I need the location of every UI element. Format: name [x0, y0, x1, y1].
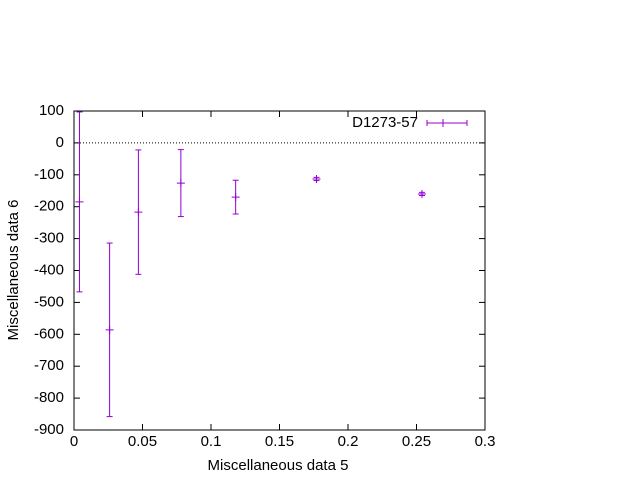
- x-tick-label: 0.2: [338, 433, 359, 450]
- x-tick-label: 0: [70, 433, 78, 450]
- point: [231, 193, 240, 202]
- plot-border: [73, 110, 486, 431]
- y-tick-label: -200: [34, 198, 64, 215]
- y-tick-label: -900: [34, 421, 64, 438]
- y-tick-label: -100: [34, 166, 64, 183]
- x-tick-label: 0.1: [201, 433, 222, 450]
- x-axis-label: Miscellaneous data 5: [208, 457, 349, 474]
- point: [417, 189, 426, 198]
- x-tick-label: 0.3: [475, 433, 496, 450]
- point: [312, 174, 321, 183]
- y-tick-label: -500: [34, 293, 64, 310]
- point: [176, 179, 185, 188]
- y-tick-label: -600: [34, 325, 64, 342]
- point: [134, 208, 143, 217]
- point: [75, 197, 84, 206]
- y-tick-label: -700: [34, 357, 64, 374]
- point: [105, 325, 114, 334]
- x-tick-label: 0.05: [128, 433, 157, 450]
- x-tick-label: 0.15: [265, 433, 294, 450]
- y-tick-label: 100: [39, 102, 64, 119]
- y-tick-label: -300: [34, 230, 64, 247]
- y-tick-label: -800: [34, 389, 64, 406]
- y-tick-label: -400: [34, 261, 64, 278]
- y-tick-label: 0: [56, 134, 64, 151]
- x-tick-label: 0.25: [402, 433, 431, 450]
- y-axis-label: Miscellaneous data 6: [5, 200, 22, 341]
- legend-label: D1273-57: [352, 114, 418, 131]
- legend-sample: [426, 119, 468, 127]
